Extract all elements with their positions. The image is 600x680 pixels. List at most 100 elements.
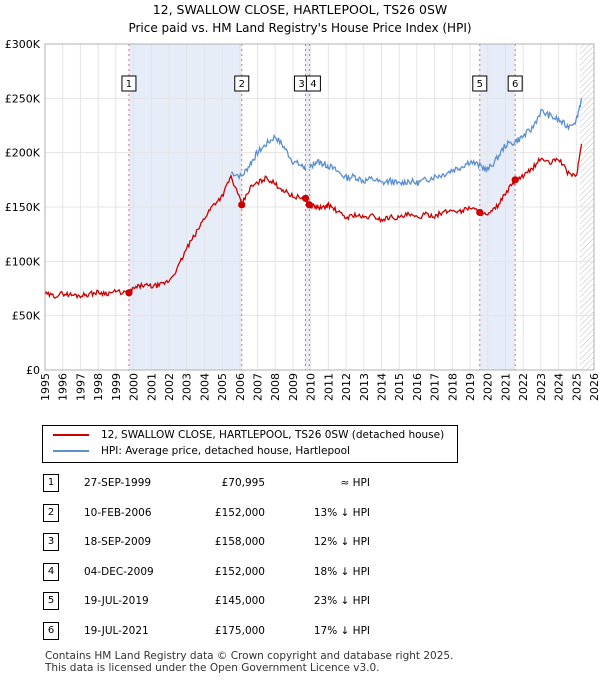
chart-title: 12, SWALLOW CLOSE, HARTLEPOOL, TS26 0SW: [153, 2, 448, 17]
y-tick-label: £250K: [5, 92, 41, 105]
sale-marker-label: 5: [472, 75, 488, 92]
x-tick-label: 2025: [570, 373, 583, 401]
x-tick-label: 2010: [305, 373, 318, 401]
footer-line: This data is licensed under the Open Gov…: [45, 662, 380, 674]
property-series-line: [44, 143, 583, 300]
sale-point: [305, 201, 314, 209]
hpi-series-line: [309, 98, 583, 187]
sale-date: 19-JUL-2019: [84, 595, 149, 607]
sale-point: [238, 201, 246, 209]
x-tick-label: 2018: [446, 373, 459, 401]
sale-point: [301, 194, 310, 202]
sale-marker-box: [507, 75, 523, 92]
x-tick-label: 2002: [163, 373, 176, 401]
chart-legend: 12, SWALLOW CLOSE, HARTLEPOOL, TS26 0SW …: [42, 425, 458, 463]
y-tick-label: £0: [26, 364, 40, 377]
sale-number: 1: [43, 474, 59, 492]
sale-price: £145,000: [214, 595, 265, 607]
sale-date: 19-JUL-2021: [84, 625, 149, 637]
sale-price: £70,995: [221, 477, 265, 489]
footer-line: Contains HM Land Registry data © Crown c…: [45, 650, 454, 662]
sale-marker-label: 4: [305, 75, 321, 92]
x-tick-label: 2000: [128, 373, 141, 401]
table-row: 1 27-SEP-1999 £70,995 ≈ HPI: [0, 474, 600, 494]
footer-attribution: Contains HM Land Registry data © Crown c…: [45, 650, 453, 674]
sale-marker-number: 4: [310, 79, 316, 90]
x-tick-label: 2026: [588, 373, 600, 401]
legend-swatch-property: [53, 434, 89, 436]
legend-label-hpi: HPI: Average price, detached house, Hart…: [101, 445, 350, 457]
sale-marker-label: 6: [507, 75, 523, 92]
x-tick-label: 2021: [499, 373, 512, 401]
sale-price: £158,000: [214, 536, 265, 548]
y-tick-label: £50K: [12, 310, 41, 323]
x-tick-label: 2013: [358, 373, 371, 401]
x-tick-label: 2009: [287, 373, 300, 401]
table-row: 4 04-DEC-2009 £152,000 18% ↓ HPI: [0, 563, 600, 583]
x-tick-label: 2012: [340, 373, 353, 401]
x-tick-label: 1998: [92, 373, 105, 401]
x-tick-label: 2006: [234, 373, 247, 401]
y-tick-label: £300K: [5, 38, 41, 51]
sale-hpi: 23% ↓ HPI: [313, 595, 370, 607]
sale-number: 3: [43, 533, 59, 551]
sale-marker-number: 6: [512, 79, 518, 90]
plot-frame: [44, 43, 595, 371]
x-tick-label: 2022: [517, 373, 530, 401]
table-row: 5 19-JUL-2019 £145,000 23% ↓ HPI: [0, 592, 600, 612]
sale-date: 27-SEP-1999: [84, 477, 152, 489]
x-tick-label: 2019: [464, 373, 477, 401]
sale-price: £175,000: [214, 625, 265, 637]
x-tick-label: 2017: [429, 373, 442, 401]
sale-marker-label: 1: [121, 75, 137, 92]
x-tick-label: 2015: [393, 373, 406, 401]
legend-item-property: 12, SWALLOW CLOSE, HARTLEPOOL, TS26 0SW …: [53, 429, 444, 441]
table-row: 2 10-FEB-2006 £152,000 13% ↓ HPI: [0, 504, 600, 524]
sale-number: 5: [43, 592, 59, 610]
sale-date: 10-FEB-2006: [84, 507, 152, 519]
table-row: 6 19-JUL-2021 £175,000 17% ↓ HPI: [0, 622, 600, 642]
x-tick-label: 2023: [535, 373, 548, 401]
x-tick-label: 2020: [482, 373, 495, 401]
y-tick-label: £100K: [5, 255, 41, 268]
x-tick-label: 2007: [252, 373, 265, 401]
price-chart: 12, SWALLOW CLOSE, HARTLEPOOL, TS26 0SW …: [5, 2, 600, 401]
x-tick-label: 2014: [375, 373, 388, 401]
sale-price: £152,000: [214, 507, 265, 519]
y-tick-label: £200K: [5, 147, 41, 160]
x-tick-label: 2003: [181, 373, 194, 401]
sale-price: £152,000: [214, 566, 265, 578]
legend-item-hpi: HPI: Average price, detached house, Hart…: [53, 445, 350, 457]
sale-marker-number: 5: [477, 79, 483, 90]
x-tick-label: 1996: [57, 373, 70, 401]
sale-point: [125, 289, 133, 297]
x-tick-label: 2008: [269, 373, 282, 401]
sale-marker-number: 3: [298, 79, 304, 90]
x-tick-label: 1995: [39, 373, 52, 401]
sale-hpi: 17% ↓ HPI: [313, 625, 370, 637]
x-tick-label: 2005: [216, 373, 229, 401]
x-tick-label: 1997: [74, 373, 87, 401]
x-tick-label: 2024: [553, 373, 566, 401]
sale-hpi: 18% ↓ HPI: [313, 566, 370, 578]
sale-marker-box: [234, 75, 250, 92]
sale-date: 18-SEP-2009: [84, 536, 152, 548]
sale-marker-box: [305, 75, 321, 92]
sale-hpi: 13% ↓ HPI: [313, 507, 370, 519]
sale-marker-label: 2: [234, 75, 250, 92]
sale-marker-box: [121, 75, 137, 92]
sale-number: 4: [43, 563, 59, 581]
x-tick-label: 2004: [198, 373, 211, 401]
sale-point: [476, 208, 484, 217]
sale-marker-box: [472, 75, 488, 92]
hpi-series-line-early: [230, 133, 307, 181]
table-row: 3 18-SEP-2009 £158,000 12% ↓ HPI: [0, 533, 600, 553]
sale-date: 04-DEC-2009: [84, 566, 154, 578]
legend-swatch-hpi: [53, 450, 89, 452]
sale-point: [511, 176, 519, 184]
sale-marker-number: 1: [126, 79, 132, 90]
sale-hpi: 12% ↓ HPI: [313, 536, 370, 548]
sale-hpi: ≈ HPI: [340, 477, 370, 489]
sale-number: 2: [43, 504, 59, 522]
y-tick-label: £150K: [5, 201, 41, 214]
